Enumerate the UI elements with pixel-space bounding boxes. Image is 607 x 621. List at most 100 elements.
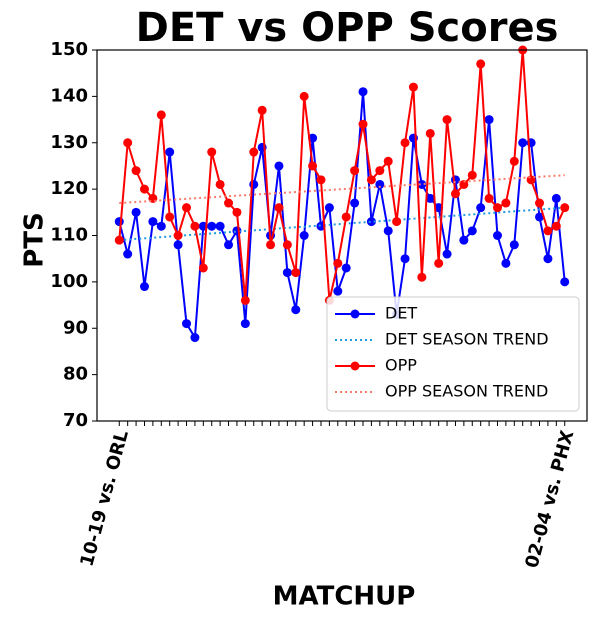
point — [114, 235, 124, 245]
legend-label: OPP SEASON TREND — [385, 382, 548, 401]
point — [459, 235, 469, 245]
point — [518, 138, 528, 148]
point — [560, 277, 570, 287]
point — [425, 128, 435, 138]
point — [417, 272, 427, 282]
legend-marker — [350, 309, 360, 319]
y-tick-label: 70 — [63, 410, 88, 431]
point — [551, 193, 561, 203]
chart-title: DET vs OPP Scores — [136, 5, 559, 51]
point — [535, 198, 545, 208]
x-axis-label: MATCHUP — [273, 582, 416, 612]
legend: DET DET SEASON TREND OPP OPP SEASON TREND — [326, 296, 580, 412]
point — [131, 207, 141, 217]
point — [408, 82, 418, 92]
y-tick-label: 120 — [50, 178, 88, 199]
point — [442, 249, 452, 259]
point — [308, 161, 318, 171]
point — [224, 240, 234, 250]
point — [198, 263, 208, 273]
point — [114, 217, 124, 227]
point — [282, 240, 292, 250]
point — [123, 249, 133, 259]
point — [459, 179, 469, 189]
y-tick-label: 80 — [63, 364, 88, 385]
point — [266, 240, 276, 250]
point — [165, 147, 175, 157]
point — [425, 193, 435, 203]
y-tick-label: 130 — [50, 132, 88, 153]
point — [291, 305, 301, 315]
y-tick-label: 90 — [63, 317, 88, 338]
y-tick-label: 150 — [50, 39, 88, 60]
point — [509, 156, 519, 166]
y-axis-label: PTS — [20, 212, 50, 268]
point — [207, 147, 217, 157]
point — [492, 203, 502, 213]
point — [492, 231, 502, 240]
point — [560, 203, 570, 213]
point — [165, 212, 175, 222]
point — [190, 221, 200, 231]
legend-label: OPP — [385, 356, 417, 375]
point — [476, 59, 486, 69]
plot-frame — [96, 49, 588, 422]
point — [215, 179, 225, 189]
point — [450, 189, 460, 199]
point — [282, 268, 292, 278]
point — [299, 231, 309, 240]
point — [551, 221, 561, 231]
point — [476, 203, 486, 213]
point — [341, 263, 351, 273]
point — [173, 231, 183, 240]
legend-box — [326, 296, 580, 412]
point — [190, 333, 200, 343]
point — [400, 254, 410, 264]
point — [358, 119, 368, 129]
point — [350, 166, 360, 176]
point — [257, 105, 267, 115]
point — [484, 115, 494, 125]
point — [333, 286, 343, 296]
point — [333, 258, 343, 268]
legend-marker — [350, 361, 360, 371]
point — [543, 226, 553, 236]
point — [207, 221, 217, 231]
point — [182, 203, 192, 213]
point — [240, 319, 250, 329]
point — [156, 110, 166, 120]
point — [366, 175, 376, 185]
point — [215, 221, 225, 231]
point — [467, 170, 477, 180]
point — [224, 198, 234, 208]
point — [139, 184, 149, 194]
point — [249, 147, 259, 157]
point — [375, 166, 385, 176]
y-tick-label: 140 — [50, 85, 88, 106]
point — [417, 179, 427, 189]
point — [543, 254, 553, 264]
point — [324, 203, 334, 213]
point — [366, 217, 376, 227]
point — [274, 161, 284, 171]
point — [442, 115, 452, 125]
point — [375, 179, 385, 189]
point — [249, 179, 259, 189]
point — [484, 193, 494, 203]
point — [316, 175, 326, 185]
point — [232, 207, 242, 217]
point — [350, 198, 360, 208]
x-tick-label: 02-04 vs. PHX — [521, 428, 578, 570]
legend-label: DET — [385, 304, 417, 323]
point — [392, 217, 402, 227]
point — [400, 138, 410, 148]
point — [299, 91, 309, 101]
point — [501, 258, 511, 268]
point — [383, 156, 393, 166]
point — [509, 240, 519, 250]
point — [434, 258, 444, 268]
point — [358, 87, 368, 97]
point — [274, 203, 284, 213]
trend-line — [119, 174, 565, 205]
point — [123, 138, 133, 148]
